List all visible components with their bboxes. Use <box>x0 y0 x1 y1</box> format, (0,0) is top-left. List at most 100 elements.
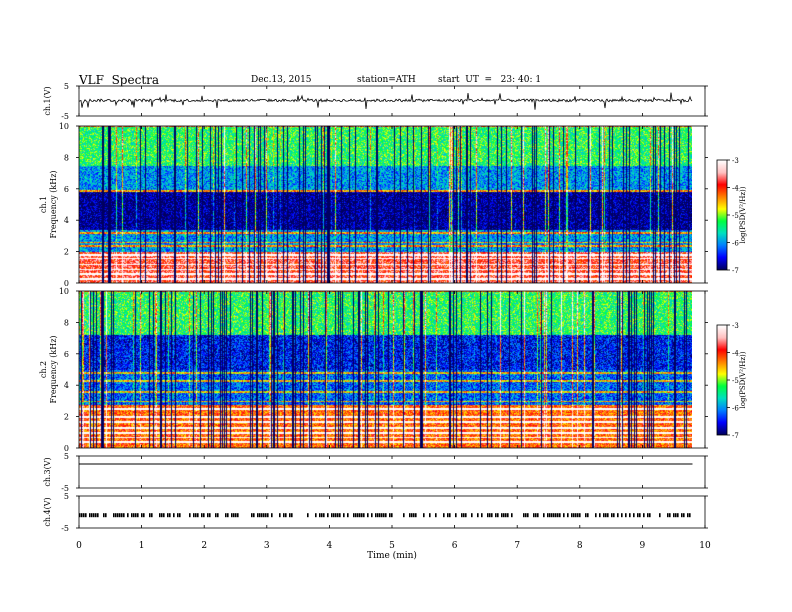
ch4-pulse <box>237 513 239 518</box>
ch4-pulse <box>375 513 377 518</box>
ch4-pulse <box>81 513 83 518</box>
ch4-pulse <box>335 513 337 518</box>
spectrogram-ch1-spectrogram <box>79 126 692 283</box>
ch4-pulse <box>489 513 491 518</box>
ch4-pulse <box>629 513 631 518</box>
start-time-label: start UT = 23: 40: 1 <box>438 75 542 85</box>
ch4-pulse <box>537 513 539 518</box>
ch4-pulse <box>123 513 125 518</box>
ch4-pulse <box>117 513 119 518</box>
ch4-pulse <box>141 513 143 518</box>
ch4-pulse <box>633 513 635 518</box>
ch4-pulse <box>105 513 107 518</box>
x-tick-label: 4 <box>327 541 333 551</box>
colorbar-tick-label: -7 <box>732 432 739 440</box>
ch4-pulse <box>389 513 391 518</box>
ch4-pulse <box>347 513 349 518</box>
ch4-pulse <box>683 513 685 518</box>
ch4-pulse <box>625 513 627 518</box>
ch4-pulse <box>481 513 483 518</box>
ch4-pulse <box>159 513 161 518</box>
x-tick-label: 1 <box>139 541 145 551</box>
y-tick-label: 5 <box>64 82 69 91</box>
ch4-pulse <box>505 513 507 518</box>
ch4-pulse <box>203 513 205 518</box>
ch4-pulse <box>461 513 463 518</box>
x-tick-label: 0 <box>76 541 82 551</box>
ch4-pulse <box>179 513 181 518</box>
ch4-pulse <box>103 513 105 518</box>
ch4-pulse <box>161 513 163 518</box>
ch4-pulse <box>167 513 169 518</box>
ch4-pulse <box>543 513 545 518</box>
ch4-pulse <box>507 513 509 518</box>
ch4-pulse <box>613 513 615 518</box>
ch4-pulse <box>291 513 293 518</box>
ch4-pulse <box>151 513 153 518</box>
ch4-pulse <box>443 513 445 518</box>
ch4-pulse <box>337 513 339 518</box>
ch4-pulse <box>195 513 197 518</box>
ch4-pulse <box>113 513 115 518</box>
ch4-pulse <box>231 513 233 518</box>
ch4-pulse <box>511 513 513 518</box>
y-tick-label: 2 <box>64 248 69 257</box>
ch4-pulse <box>527 513 529 518</box>
ch4-pulse <box>409 513 411 518</box>
y-axis-label: ch.2 <box>39 361 48 378</box>
ch4-pulse <box>227 513 229 518</box>
y-tick-label: -5 <box>61 524 69 533</box>
ch4-pulse <box>331 513 333 518</box>
colorbar-tick-label: -6 <box>732 405 739 413</box>
ch4-pulse <box>259 513 261 518</box>
ch4-pulse <box>491 513 493 518</box>
ch4-pulse <box>149 513 151 518</box>
ch4-pulse <box>361 513 363 518</box>
ch4-pulse <box>571 513 573 518</box>
ch4-pulse <box>587 513 589 518</box>
ch4-pulse <box>429 513 431 518</box>
colorbar-label: log(PSD(V²/Hz)) <box>739 186 747 243</box>
ch4-pulse <box>647 513 649 518</box>
ch4-pulse <box>435 513 437 518</box>
ch4-pulse <box>667 513 669 518</box>
ch4-pulse <box>343 513 345 518</box>
ch4-pulse <box>549 513 551 518</box>
ch4-pulse <box>573 513 575 518</box>
ch4-pulse <box>319 513 321 518</box>
ch4-pulse <box>501 513 503 518</box>
ch4-pulse <box>411 513 413 518</box>
ch4-pulse <box>637 513 639 518</box>
ch4-pulse <box>675 513 677 518</box>
ch4-pulse <box>257 513 259 518</box>
ch4-pulse <box>333 513 335 518</box>
ch4-pulse <box>447 513 449 518</box>
ch4-pulse <box>639 513 641 518</box>
ch4-pulse <box>575 513 577 518</box>
ch4-pulse <box>595 513 597 518</box>
ch4-pulse <box>673 513 675 518</box>
ch4-pulse <box>605 513 607 518</box>
ch4-pulse <box>551 513 553 518</box>
ch4-pulse <box>379 513 381 518</box>
y-tick-label: 5 <box>64 452 69 461</box>
ch4-pulse <box>339 513 341 518</box>
ch4-pulse <box>423 513 425 518</box>
x-tick-label: 6 <box>452 541 458 551</box>
y-axis-label: ch.4(V) <box>43 497 52 526</box>
ch4-pulse <box>495 513 497 518</box>
ch4-pulse <box>143 513 145 518</box>
ch4-pulse <box>163 513 165 518</box>
x-tick-label: 7 <box>514 541 520 551</box>
ch4-pulse <box>323 513 325 518</box>
ch4-pulse <box>215 513 217 518</box>
ch4-pulse <box>327 513 329 518</box>
y-axis-label: ch.1(V) <box>43 86 52 115</box>
ch4-pulse <box>217 513 219 518</box>
y-tick-label: 0 <box>64 279 69 288</box>
ch4-pulse <box>391 513 393 518</box>
ch4-pulse <box>289 513 291 518</box>
ch4-pulse <box>415 513 417 518</box>
ch4-pulse <box>621 513 623 518</box>
